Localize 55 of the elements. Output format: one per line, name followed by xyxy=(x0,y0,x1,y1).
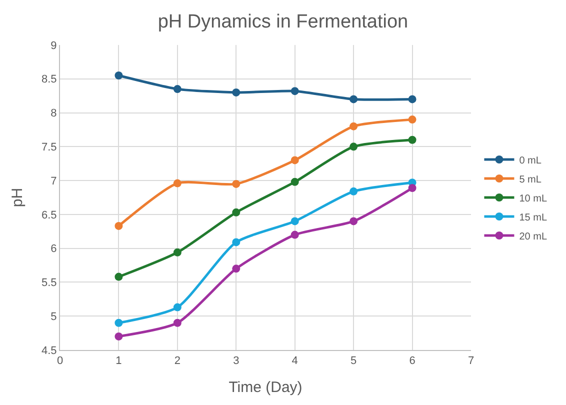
x-tick-label: 6 xyxy=(409,355,416,368)
point xyxy=(350,122,358,130)
point xyxy=(114,318,123,327)
y-tick-label: 5 xyxy=(50,310,57,323)
point xyxy=(290,217,299,226)
point xyxy=(408,136,416,144)
x-tick-label: 4 xyxy=(292,355,298,368)
point xyxy=(408,116,416,124)
legend-label: 5 mL xyxy=(519,174,542,186)
chart-title: pH Dynamics in Fermentation xyxy=(158,11,408,32)
point xyxy=(350,187,358,196)
x-tick-label: 1 xyxy=(116,355,122,368)
legend-label: 15 mL xyxy=(519,212,548,224)
x-tick-label: 2 xyxy=(174,355,180,368)
y-tick-label: 6.5 xyxy=(42,209,57,222)
y-tick-label: 9 xyxy=(50,40,57,52)
point xyxy=(114,72,123,80)
y-tick-label: 5.5 xyxy=(42,277,57,290)
legend-label: 0 mL xyxy=(519,155,542,166)
point xyxy=(232,88,240,96)
point xyxy=(350,95,358,104)
point xyxy=(173,85,182,94)
y-axis-title: pH xyxy=(8,188,26,208)
point xyxy=(114,222,123,230)
y-tick-label: 7.5 xyxy=(42,142,57,154)
point xyxy=(232,180,240,188)
point xyxy=(173,303,182,312)
point xyxy=(408,95,416,104)
point xyxy=(173,179,182,188)
y-tick-label: 8.5 xyxy=(42,74,57,86)
point xyxy=(290,156,299,164)
point xyxy=(173,318,182,327)
y-tick-label: 4.5 xyxy=(42,344,57,357)
point xyxy=(290,178,299,186)
point xyxy=(290,230,299,239)
x-axis-title: Time (Day) xyxy=(228,379,302,396)
point xyxy=(350,217,358,226)
point xyxy=(114,332,123,340)
x-tick-label: 5 xyxy=(350,355,357,368)
point xyxy=(114,272,123,281)
x-tick-label: 0 xyxy=(56,355,64,368)
point xyxy=(408,184,416,192)
legend-label: 10 mL xyxy=(519,193,548,204)
y-tick-label: 7 xyxy=(50,175,57,188)
y-tick-label: 8 xyxy=(50,108,57,120)
x-tick-label: 3 xyxy=(233,355,240,368)
x-tick-label: 7 xyxy=(468,355,474,368)
legend-label: 20 mL xyxy=(519,231,548,242)
point xyxy=(232,208,240,216)
point xyxy=(290,87,299,96)
y-tick-label: 6 xyxy=(50,243,57,256)
point xyxy=(232,264,240,273)
point xyxy=(173,248,182,256)
point xyxy=(232,238,240,246)
point xyxy=(350,142,358,151)
